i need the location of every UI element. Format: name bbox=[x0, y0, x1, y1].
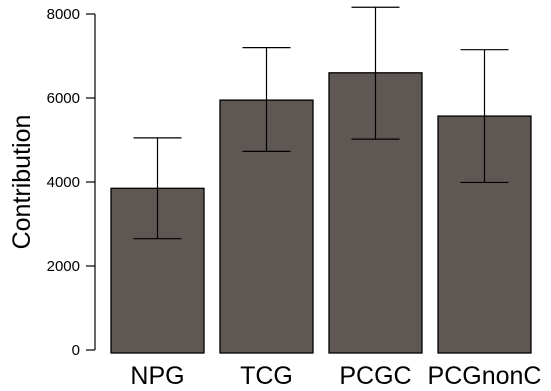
error-bars bbox=[133, 6, 509, 240]
y-tick-label: 2000 bbox=[47, 258, 80, 275]
y-tick-label: 4000 bbox=[47, 174, 80, 191]
y-tick-label: 0 bbox=[72, 342, 80, 359]
error-bar-tcg bbox=[242, 46, 291, 152]
category-labels: NPG TCG PCGC PCGnonC bbox=[130, 362, 541, 390]
category-label-pcgc: PCGC bbox=[339, 362, 411, 390]
y-axis: 0 2000 4000 6000 8000 bbox=[47, 6, 96, 359]
error-bar-pcgnonc bbox=[460, 49, 509, 184]
category-label-pcgnonc: PCGnonC bbox=[428, 362, 542, 390]
y-axis-title: Contribution bbox=[8, 115, 36, 250]
y-tick-label: 6000 bbox=[47, 90, 80, 107]
y-tick-label: 8000 bbox=[47, 6, 80, 23]
y-ticks: 0 2000 4000 6000 8000 bbox=[47, 6, 95, 359]
bars bbox=[110, 72, 532, 354]
category-label-tcg: TCG bbox=[240, 362, 293, 390]
category-label-npg: NPG bbox=[130, 362, 184, 390]
error-bar-pcgc bbox=[351, 6, 400, 140]
error-bar-npg bbox=[133, 137, 182, 240]
